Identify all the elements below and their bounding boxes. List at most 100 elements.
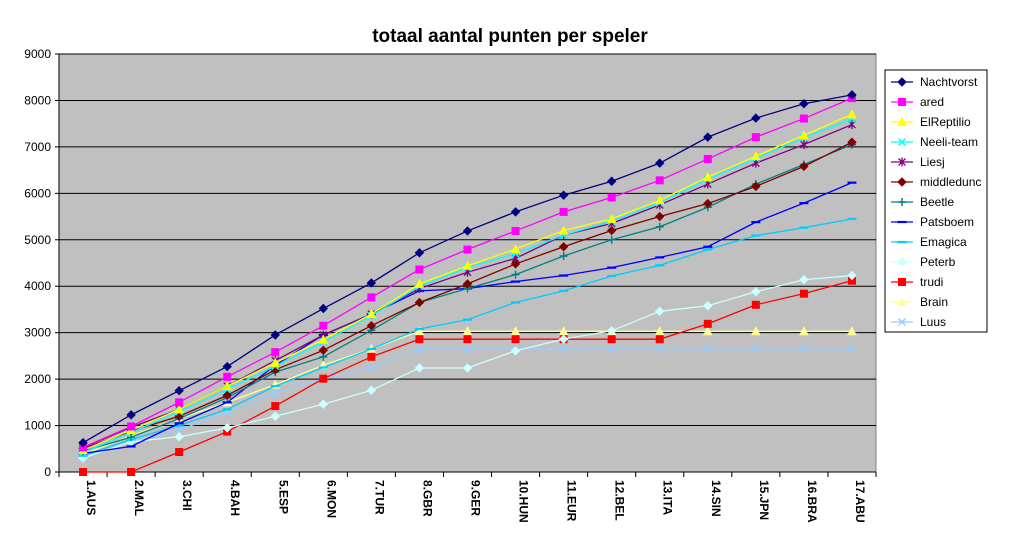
data-point <box>703 154 712 163</box>
data-point <box>462 226 473 236</box>
y-tick-label: 8000 <box>24 93 51 107</box>
data-point <box>655 176 664 185</box>
legend-marker <box>897 137 907 147</box>
data-point <box>318 334 329 344</box>
legend-item: trudi <box>891 275 943 289</box>
data-point <box>270 330 280 340</box>
data-point <box>703 344 712 353</box>
data-point <box>414 326 425 336</box>
data-point <box>847 90 857 100</box>
data-point <box>655 306 665 317</box>
x-tick-label: 10.HUN <box>517 480 531 523</box>
data-point <box>703 319 712 328</box>
data-point <box>222 381 233 391</box>
data-point <box>174 404 184 414</box>
data-point <box>558 334 569 344</box>
data-point <box>222 361 232 372</box>
data-point <box>223 372 232 381</box>
data-point <box>414 248 425 258</box>
legend-item: Peterb <box>891 255 956 269</box>
x-tick-label: 3.CHI <box>180 480 194 511</box>
legend-item: Brain <box>891 295 948 309</box>
data-point <box>319 374 328 383</box>
data-point <box>174 386 184 396</box>
data-point <box>847 326 857 336</box>
data-point <box>558 190 569 200</box>
data-point <box>175 398 184 407</box>
legend-label: Nachtvorst <box>920 75 978 89</box>
data-point <box>799 98 809 109</box>
data-point <box>366 385 377 395</box>
x-tick-label: 8.GBR <box>420 480 434 517</box>
data-point <box>510 244 521 254</box>
legend-marker <box>897 257 907 267</box>
data-point <box>751 133 760 142</box>
x-tick-label: 11.EUR <box>565 480 579 522</box>
data-point <box>799 161 809 172</box>
x-tick-label: 9.GER <box>469 480 483 516</box>
data-point <box>751 113 761 123</box>
data-point <box>175 448 184 457</box>
data-point <box>847 109 857 119</box>
data-point <box>367 352 376 361</box>
data-point <box>607 235 616 244</box>
data-point <box>463 344 472 353</box>
data-point <box>847 270 857 281</box>
data-point <box>799 344 808 353</box>
data-point <box>655 211 665 222</box>
data-point <box>462 260 473 270</box>
data-point <box>799 130 809 140</box>
y-tick-label: 6000 <box>24 186 51 200</box>
data-point <box>414 363 425 373</box>
data-point <box>703 301 713 311</box>
data-point <box>702 326 713 336</box>
data-point <box>415 344 424 353</box>
x-axis: 1.AUS 2.MAL 3.CHI 4.BAH 5.ESP 6.MON 7.TUR 8.GBR… <box>58 471 877 523</box>
legend-item: Luus <box>891 315 946 329</box>
data-point <box>847 344 857 353</box>
legend-label: Liesj <box>920 155 945 169</box>
data-point <box>271 389 280 398</box>
legend-label: ared <box>920 95 944 109</box>
legend-item: Patsboem <box>891 215 974 229</box>
data-point <box>270 357 281 367</box>
data-point <box>271 402 280 411</box>
data-point <box>607 193 616 202</box>
data-point <box>270 411 280 421</box>
data-point <box>558 225 569 235</box>
legend-item: ared <box>891 95 944 109</box>
data-point <box>462 326 473 336</box>
data-point <box>366 320 377 331</box>
data-point <box>655 158 665 168</box>
data-point <box>415 265 424 274</box>
legend-item: Emagica <box>891 235 967 249</box>
data-point <box>751 287 761 297</box>
gridlines <box>59 53 876 427</box>
data-point <box>511 226 520 235</box>
data-point <box>607 344 616 353</box>
legend-marker <box>898 98 906 106</box>
legend-marker <box>897 116 907 126</box>
y-tick-label: 4000 <box>24 279 51 293</box>
data-point <box>655 335 664 344</box>
data-point <box>127 468 136 476</box>
legend-item: Beetle <box>891 195 954 209</box>
legend-item: Nachtvorst <box>891 75 978 89</box>
data-point <box>702 172 713 182</box>
data-point <box>799 114 808 123</box>
data-point <box>318 303 329 314</box>
legend: Nachtvorst ared ElReptilio Neeli-team Liesj m… <box>884 69 988 333</box>
data-point <box>751 151 761 161</box>
legend-marker <box>897 317 907 327</box>
data-point <box>366 309 377 319</box>
legend-label: trudi <box>920 275 943 289</box>
x-tick-label: 13.ITA <box>661 480 675 515</box>
data-point <box>463 335 472 344</box>
data-point <box>367 293 376 302</box>
data-point <box>799 326 809 336</box>
data-point <box>415 335 424 344</box>
y-tick-label: 9000 <box>24 47 51 61</box>
data-point <box>799 275 809 285</box>
chart-title: totaal aantal punten per speler <box>372 26 648 47</box>
